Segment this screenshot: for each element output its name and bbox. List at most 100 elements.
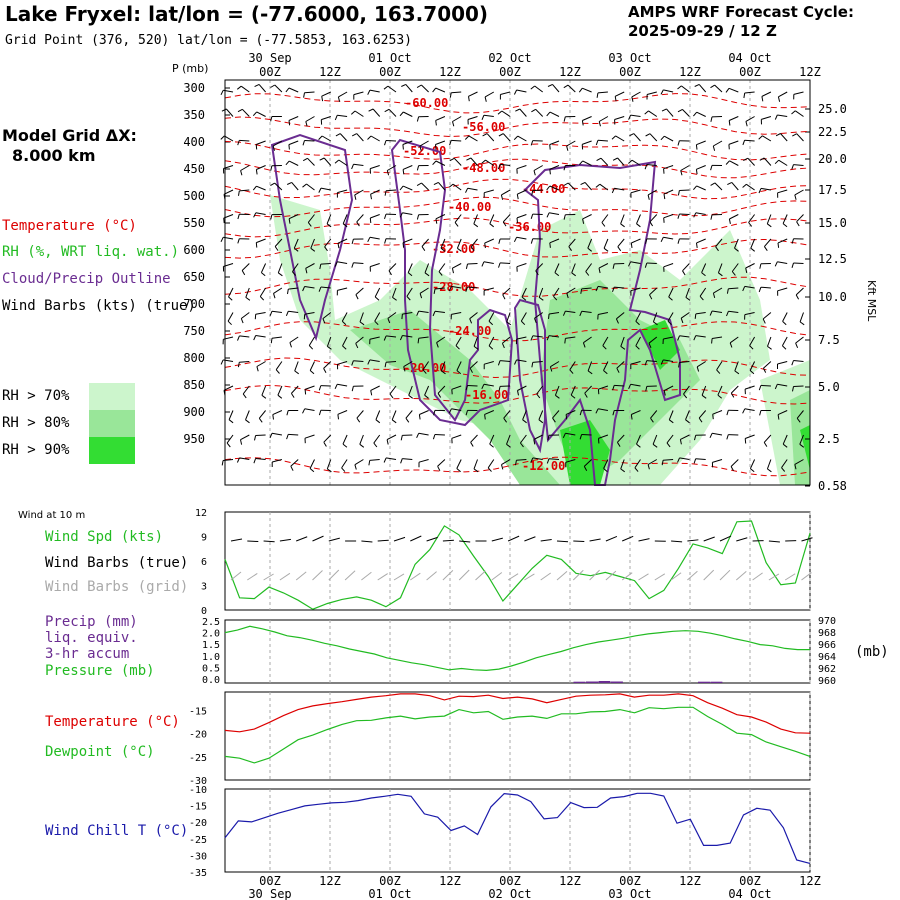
wind-barb-flag-467: [792, 386, 794, 392]
wind-barb-flag-162: [516, 194, 519, 200]
wind-barb-flag-247: [734, 247, 739, 252]
temp-panel-frame: [224, 691, 811, 781]
precip-bar-28: [573, 681, 586, 683]
cloud-outline-1: [390, 138, 514, 427]
wind-barb-455: [598, 385, 609, 390]
wind-barb-flag-174: [710, 182, 716, 186]
wind-barb-flag-435: [277, 394, 283, 399]
wind-barb-336: [418, 310, 429, 313]
wind-barb-381: [565, 336, 576, 339]
kft-tick-0: 25.0: [818, 102, 847, 116]
wind-barb-flag-512: [359, 443, 365, 448]
wind-barb-196: [489, 214, 495, 224]
wind-barb-flag-340: [488, 320, 494, 326]
wind-barb-flag-90: [513, 135, 519, 141]
wind-barb-flag-245: [696, 242, 698, 248]
wind-barb-545: [309, 459, 315, 469]
wind-barb-flag-459: [663, 390, 666, 396]
wind-barb-309: [566, 287, 576, 294]
wind-barb-10: [387, 85, 397, 93]
wind-barb-flag-449: [498, 386, 501, 392]
wind-barb-flag-309: [566, 293, 569, 299]
wind-barb-flag-563: [603, 468, 608, 473]
wind-barb-flag-128: [549, 169, 551, 175]
wind-barb-flag-522: [520, 442, 524, 448]
wind-barb-471: [272, 410, 283, 416]
pressure-ytick-5: 960: [818, 676, 836, 687]
sfc-barb-true-24: [622, 535, 634, 542]
wind-barb-565: [634, 459, 641, 469]
wind-barb-flag-188: [356, 221, 360, 227]
wind-barb-84: [419, 140, 429, 147]
wind-barb-flag-176: [742, 183, 747, 188]
wind-barb-flag-566: [647, 464, 650, 470]
sfc-barb-grid-2: [263, 573, 274, 581]
wind-barb-flag-407: [403, 366, 406, 372]
legend-rh80-swatch: [89, 410, 135, 437]
wind-barb-flag-353: [694, 313, 697, 319]
wind-barb-452: [554, 385, 560, 396]
wind-barb-flag-81: [367, 135, 372, 140]
wind-barb-flag-538: [782, 443, 788, 448]
wind-barb-41: [305, 116, 315, 122]
wind-barb-flag-149: [302, 183, 307, 188]
wind-barb-flag-431: [791, 360, 794, 366]
wind-barb-flag-485: [503, 417, 508, 423]
wind-barb-153: [370, 189, 380, 195]
wind-barb-342: [520, 312, 527, 322]
sfc-barb-grid-18: [524, 573, 535, 581]
wind-barb-231: [470, 238, 478, 248]
wind-barb-9: [369, 89, 380, 93]
wind-barb-flag-153: [370, 194, 372, 200]
wind-barb-flag-501: [759, 410, 762, 416]
wind-barb-27: [663, 89, 674, 93]
wind-barb-flag-305: [502, 294, 506, 300]
wind-barb-flag-61: [628, 114, 632, 120]
wind-barb-330: [322, 312, 332, 319]
wind-barb-flag-171: [663, 194, 666, 200]
wind-barb-411: [469, 361, 478, 369]
wind-barb-176: [746, 183, 755, 191]
wind-barb-422: [646, 360, 657, 362]
wind-barb-flag-116: [351, 164, 354, 170]
wind-barb-459: [663, 385, 674, 392]
cloud-outline-2: [523, 160, 681, 486]
wind-barb-127: [533, 165, 543, 171]
wind-barb-37: [242, 108, 250, 117]
wind-barb-392: [749, 336, 756, 346]
wind-barb-56: [549, 111, 560, 117]
precip-ytick-4: 0.5: [202, 663, 220, 674]
wind-ytick-6: 6: [201, 557, 207, 568]
wind-barb-flag-220: [293, 247, 299, 252]
wind-barb-flag-514: [386, 439, 389, 445]
wind-barb-flag-275: [598, 267, 601, 274]
wind-barb-446: [451, 385, 462, 390]
wind-barb-flag-550: [383, 457, 387, 463]
wind-barb-flag-481: [433, 410, 436, 416]
wind-barb-flag-504: [226, 442, 231, 448]
top-hour-5: 12Z: [559, 65, 581, 79]
wind-barb-154: [385, 189, 397, 192]
sfc-barb-grid-32: [752, 572, 763, 581]
wind-barb-flag-355: [726, 311, 729, 317]
wind-barb-flag-529: [636, 443, 641, 448]
wind-barb-flag-70: [774, 114, 778, 120]
wind-barb-flag-96: [611, 135, 616, 140]
wind-ytick-12: 12: [195, 508, 207, 519]
wind-barb-flag-88: [482, 133, 488, 137]
wind-barb-11: [405, 84, 413, 93]
wind-barb-21: [567, 84, 576, 93]
wind-barb-71: [795, 110, 804, 117]
wind-barb-flag-15: [468, 96, 470, 102]
wind-barb-424: [679, 361, 690, 363]
wind-barb-flag-278: [644, 262, 648, 268]
wind-barb-flag-1: [236, 85, 242, 90]
wind-barb-15: [468, 91, 478, 97]
wind-barb-363: [271, 336, 282, 339]
wind-barb-flag-271: [535, 270, 539, 276]
wind-barb-flag-448: [481, 384, 485, 390]
wind-barb-flag-133: [628, 159, 633, 164]
wind-barb-498: [712, 410, 723, 415]
legend-wind-barbs: Wind Barbs (kts) (true): [2, 298, 196, 314]
wind-barb-flag-185: [307, 222, 312, 227]
